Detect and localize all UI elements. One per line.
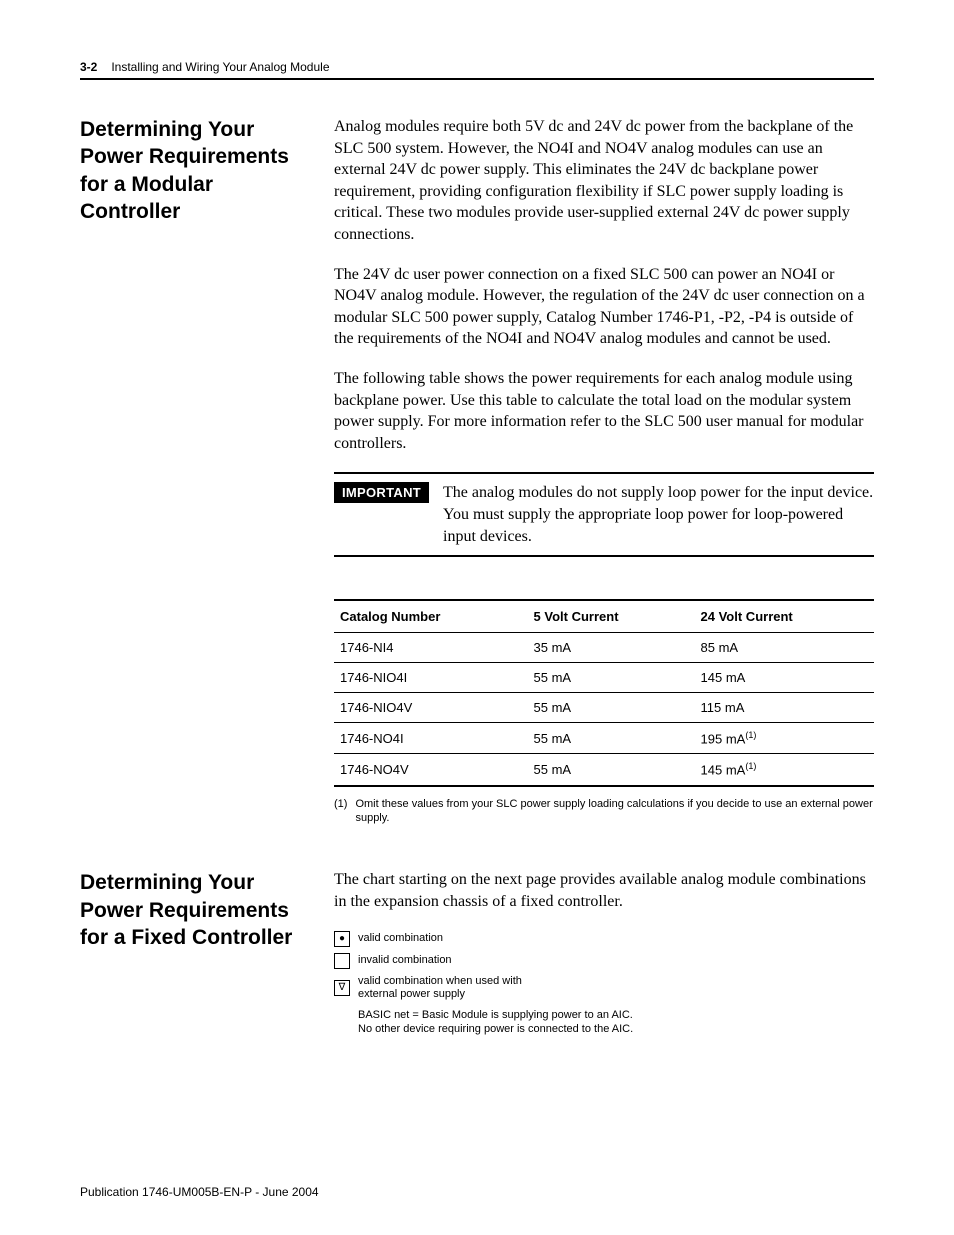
legend-basic-note: BASIC net = Basic Module is supplying po… bbox=[358, 1009, 638, 1037]
para-intro-3: The following table shows the power requ… bbox=[334, 368, 874, 454]
cell-5v: 35 mA bbox=[528, 633, 695, 663]
section-modular-controller: Determining Your Power Requirements for … bbox=[80, 116, 874, 859]
cell-catalog: 1746-NO4V bbox=[334, 754, 528, 786]
page-header: 3-2 Installing and Wiring Your Analog Mo… bbox=[80, 60, 874, 80]
legend: ● valid combination invalid combination … bbox=[334, 931, 874, 1037]
important-text: The analog modules do not supply loop po… bbox=[443, 482, 874, 547]
cell-24v: 85 mA bbox=[695, 633, 874, 663]
table-row: 1746-NO4V55 mA145 mA(1) bbox=[334, 754, 874, 786]
legend-invalid: invalid combination bbox=[334, 953, 874, 969]
publication-footer: Publication 1746-UM005B-EN-P - June 2004 bbox=[80, 1185, 319, 1199]
legend-box-valid: ● bbox=[334, 931, 350, 947]
footnote-ref: (1) bbox=[745, 730, 756, 740]
table-row: 1746-NI435 mA85 mA bbox=[334, 633, 874, 663]
legend-text-valid: valid combination bbox=[358, 932, 443, 945]
cell-catalog: 1746-NO4I bbox=[334, 723, 528, 754]
cell-24v: 145 mA bbox=[695, 663, 874, 693]
col-24v: 24 Volt Current bbox=[695, 600, 874, 633]
important-callout: IMPORTANT The analog modules do not supp… bbox=[334, 472, 874, 557]
power-requirements-table: Catalog Number 5 Volt Current 24 Volt Cu… bbox=[334, 599, 874, 787]
table-row: 1746-NIO4I55 mA145 mA bbox=[334, 663, 874, 693]
important-badge: IMPORTANT bbox=[334, 482, 429, 503]
running-title: Installing and Wiring Your Analog Module bbox=[111, 60, 329, 74]
para-intro-1: Analog modules require both 5V dc and 24… bbox=[334, 116, 874, 246]
legend-valid: ● valid combination bbox=[334, 931, 874, 947]
section-heading-fixed: Determining Your Power Requirements for … bbox=[80, 869, 310, 951]
cell-catalog: 1746-NIO4I bbox=[334, 663, 528, 693]
cell-catalog: 1746-NI4 bbox=[334, 633, 528, 663]
col-5v: 5 Volt Current bbox=[528, 600, 695, 633]
footnote-ref: (1) bbox=[745, 761, 756, 771]
cell-24v: 145 mA(1) bbox=[695, 754, 874, 786]
legend-box-external: ∇ bbox=[334, 980, 350, 996]
footnote-text: Omit these values from your SLC power su… bbox=[355, 797, 874, 826]
cell-5v: 55 mA bbox=[528, 723, 695, 754]
cell-5v: 55 mA bbox=[528, 693, 695, 723]
table-row: 1746-NO4I55 mA195 mA(1) bbox=[334, 723, 874, 754]
para-fixed-1: The chart starting on the next page prov… bbox=[334, 869, 874, 912]
legend-text-invalid: invalid combination bbox=[358, 954, 452, 967]
cell-5v: 55 mA bbox=[528, 754, 695, 786]
section-fixed-controller: Determining Your Power Requirements for … bbox=[80, 869, 874, 1036]
cell-24v: 195 mA(1) bbox=[695, 723, 874, 754]
legend-box-invalid bbox=[334, 953, 350, 969]
para-intro-2: The 24V dc user power connection on a fi… bbox=[334, 264, 874, 350]
cell-5v: 55 mA bbox=[528, 663, 695, 693]
legend-text-external: valid combination when used with externa… bbox=[358, 975, 558, 1001]
section-heading-modular: Determining Your Power Requirements for … bbox=[80, 116, 310, 225]
table-row: 1746-NIO4V55 mA115 mA bbox=[334, 693, 874, 723]
table-footnote: (1) Omit these values from your SLC powe… bbox=[334, 797, 874, 826]
table-header-row: Catalog Number 5 Volt Current 24 Volt Cu… bbox=[334, 600, 874, 633]
cell-24v: 115 mA bbox=[695, 693, 874, 723]
col-catalog: Catalog Number bbox=[334, 600, 528, 633]
cell-catalog: 1746-NIO4V bbox=[334, 693, 528, 723]
footnote-mark: (1) bbox=[334, 797, 347, 826]
page-number: 3-2 bbox=[80, 60, 97, 74]
legend-external: ∇ valid combination when used with exter… bbox=[334, 975, 874, 1001]
